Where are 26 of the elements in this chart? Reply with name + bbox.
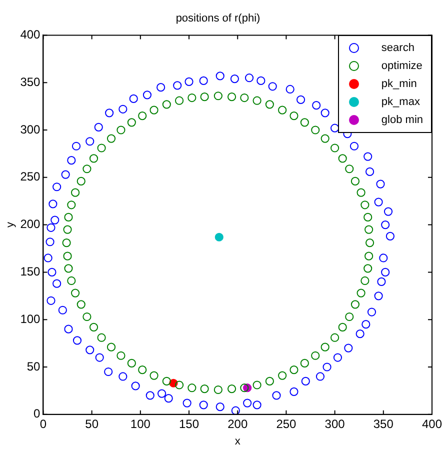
x-tick-label: 400 <box>422 416 442 431</box>
x-axis-title: x <box>234 435 241 448</box>
y-tick-label: 350 <box>20 74 41 89</box>
y-tick-label: 50 <box>26 359 41 374</box>
point <box>214 232 224 242</box>
y-tick-label: 150 <box>20 264 41 279</box>
y-tick-label: 200 <box>20 217 41 232</box>
legend-label: optimize <box>381 59 422 74</box>
y-tick-label: 100 <box>20 312 41 326</box>
x-tick-label: 350 <box>373 416 394 431</box>
legend-label: pk_max <box>381 95 420 110</box>
legend-label: search <box>381 41 414 56</box>
x-tick-label: 100 <box>130 416 151 431</box>
x-tick-label: 200 <box>228 416 248 431</box>
y-tick-label: 300 <box>20 122 41 136</box>
legend-label: glob min <box>381 113 423 128</box>
legend-label: pk_min <box>381 77 417 92</box>
x-tick-label: 50 <box>85 416 99 431</box>
y-tick-label: 250 <box>20 170 41 184</box>
y-tick-label: 0 <box>34 406 41 421</box>
x-tick-label: 150 <box>179 416 200 431</box>
chart-title: positions of r(phi) <box>176 12 260 25</box>
y-axis-title: y <box>4 222 17 228</box>
y-tick-label: 400 <box>20 28 41 42</box>
x-tick-label: 250 <box>276 416 297 431</box>
x-tick-label: 300 <box>324 416 346 431</box>
